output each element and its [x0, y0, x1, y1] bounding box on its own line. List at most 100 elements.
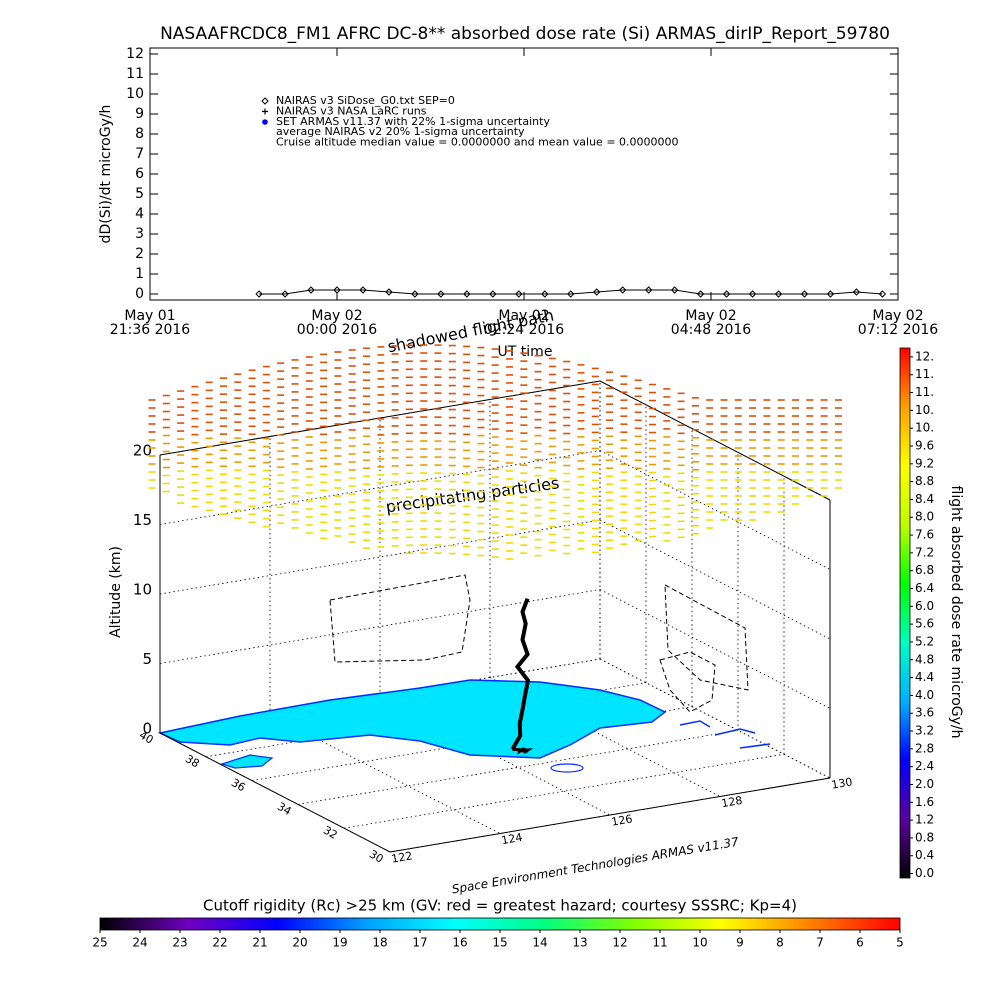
- colorbar-tick-label: 12: [612, 936, 627, 950]
- lat-tick-label: 34: [275, 800, 294, 818]
- colorbar-tick-label: 0.0: [915, 866, 934, 880]
- y-tick-label: 8: [135, 126, 144, 142]
- colorbar-tick-label: 14: [532, 936, 547, 950]
- colorbar-tick-label: 8.8: [915, 474, 934, 488]
- z-tick-label: 10: [133, 581, 152, 599]
- series-line: [259, 289, 883, 295]
- colorbar-tick-label: 9: [736, 936, 744, 950]
- colorbar-tick-label: 0.4: [915, 848, 934, 862]
- chart-title: NASAAFRCDC8_FM1 AFRC DC-8** absorbed dos…: [160, 24, 890, 44]
- colorbar-tick-label: 3.6: [915, 706, 934, 720]
- colorbar-tick-label: 13: [572, 936, 587, 950]
- colorbar-tick-label: 19: [332, 936, 347, 950]
- colorbar-tick-label: 10.: [915, 403, 934, 417]
- coastline: [679, 720, 771, 749]
- colorbar-tick-label: 9.2: [915, 456, 934, 470]
- colorbar-tick-label: 10: [692, 936, 707, 950]
- colorbar-tick-label: 21: [252, 936, 267, 950]
- box-edge: [389, 777, 831, 853]
- y-tick-label: 5: [135, 186, 144, 202]
- data-point: [489, 290, 497, 298]
- colorbar-tick-label: 7: [816, 936, 824, 950]
- data-point: [748, 290, 757, 298]
- data-point: [852, 288, 861, 296]
- legend-symbol: [261, 97, 269, 105]
- x-tick-label: May 01: [124, 308, 175, 324]
- colorbar-tick-label: 11.: [915, 367, 934, 381]
- lat-tick-label: 32: [321, 824, 340, 842]
- colorbar-tick-label: 2.0: [915, 777, 934, 791]
- colorbar-tick-label: 2.8: [915, 741, 934, 755]
- flight-path: [510, 597, 531, 751]
- colorbar-tick-label: 3.2: [915, 724, 934, 738]
- data-point: [618, 286, 627, 294]
- land: [157, 679, 667, 759]
- data-point: [774, 290, 783, 298]
- colorbar-tick-label: 4.4: [915, 670, 934, 684]
- colorbar-tick-label: 9.6: [915, 438, 934, 452]
- data-point: [722, 290, 731, 298]
- data-point: [359, 286, 367, 294]
- lon-tick-label: 130: [830, 775, 853, 791]
- data-point: [411, 290, 419, 298]
- legend-note: Cruise altitude median value = 0.0000000…: [276, 136, 679, 149]
- y-tick-label: 10: [126, 86, 144, 102]
- legend-note: average NAIRAS v2 20% 1-sigma uncertaint…: [276, 125, 525, 138]
- colorbar-tick-label: 7.2: [915, 545, 934, 559]
- legend-label: SET ARMAS v11.37 with 22% 1-sigma uncert…: [276, 115, 550, 128]
- box-edge: [159, 732, 391, 853]
- colorbar-tick-label: 6.8: [915, 563, 934, 577]
- z-tick-label: 5: [142, 650, 152, 668]
- data-point: [878, 290, 887, 298]
- x-tick-label: 00:00 2016: [297, 322, 378, 338]
- x-tick-label: May 02: [311, 308, 362, 324]
- data-point: [593, 288, 601, 296]
- colorbar-tick-label: 8: [776, 936, 784, 950]
- island: [550, 763, 584, 773]
- lat-tick-label: 36: [229, 776, 248, 794]
- colorbar-tick-label: 6: [856, 936, 864, 950]
- colorbar-label: Cutoff rigidity (Rc) >25 km (GV: red = g…: [203, 897, 797, 915]
- colorbar-tick-label: 22: [212, 936, 227, 950]
- lon-tick-label: 128: [720, 794, 743, 810]
- colorbar-tick-label: 6.4: [915, 581, 934, 595]
- z-tick-label: 0: [142, 720, 152, 738]
- colorbar-tick-label: 11.: [915, 385, 934, 399]
- colorbar-tick-label: 4.8: [915, 652, 934, 666]
- y-axis-label: dD(Si)/dt microGy/h: [98, 105, 114, 244]
- colorbar: [99, 917, 901, 931]
- colorbar-tick-label: 23: [172, 936, 187, 950]
- colorbar-tick-label: 17: [412, 936, 427, 950]
- y-tick-label: 7: [135, 146, 144, 162]
- colorbar-tick-label: 20: [292, 936, 307, 950]
- legend-symbol: [262, 119, 268, 125]
- data-point: [696, 290, 705, 298]
- data-point: [515, 290, 523, 298]
- colorbar-tick-label: 8.4: [915, 492, 934, 506]
- colorbar-tick-label: 12.: [915, 349, 934, 363]
- colorbar-tick-label: 2.4: [915, 759, 934, 773]
- y-tick-label: 0: [135, 286, 144, 302]
- island: [220, 754, 274, 769]
- data-point: [800, 290, 809, 298]
- y-tick-label: 11: [126, 66, 144, 82]
- legend-label: NAIRAS v3 SiDose_G0.txt SEP=0: [276, 94, 455, 107]
- data-point: [437, 290, 445, 298]
- x-tick-label: 02:24 2016: [484, 322, 565, 338]
- data-point: [307, 286, 315, 294]
- colorbar-tick-label: 5.6: [915, 617, 934, 631]
- x-tick-label: May 02: [685, 308, 736, 324]
- lat-tick-label: 38: [183, 752, 202, 770]
- state-outline: [329, 574, 749, 713]
- y-tick-label: 4: [135, 206, 144, 222]
- data-point: [385, 288, 393, 296]
- box-edge: [599, 380, 831, 501]
- y-tick-label: 9: [135, 106, 144, 122]
- colorbar-tick-label: 4.0: [915, 688, 934, 702]
- colorbar-tick-label: 11: [652, 936, 667, 950]
- legend-symbol: [262, 108, 268, 115]
- x-tick-label: May 02: [498, 308, 549, 324]
- lon-tick-label: 126: [610, 812, 633, 828]
- z-axis-label: Altitude (km): [108, 546, 124, 638]
- ground-track: [512, 747, 534, 755]
